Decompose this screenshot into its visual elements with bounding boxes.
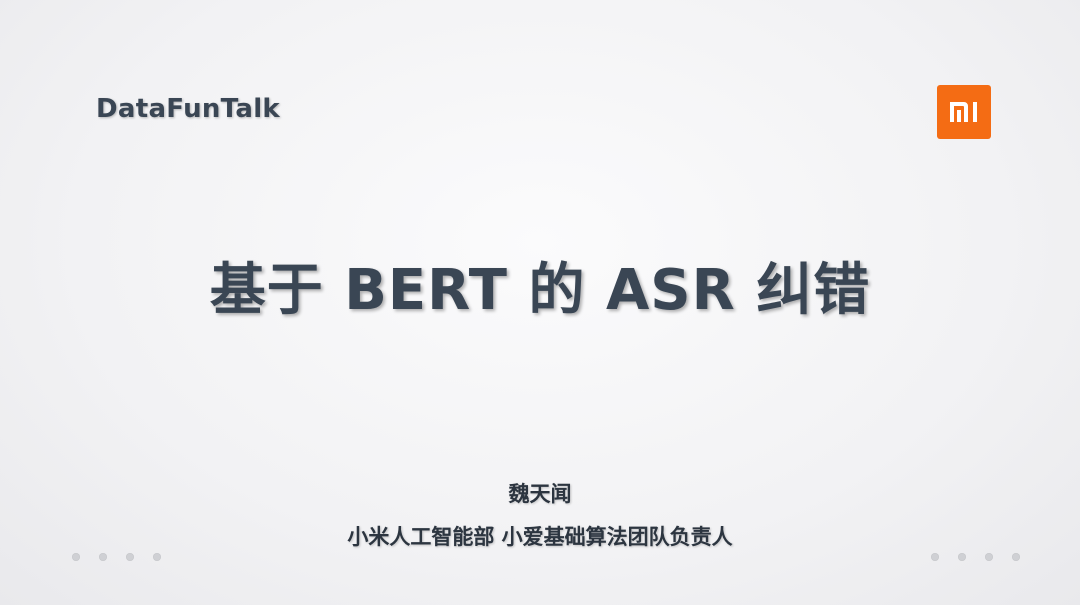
author-affiliation: 小米人工智能部 小爱基础算法团队负责人 [347,525,733,549]
decor-dots-right [931,553,1020,561]
decor-dot [99,553,107,561]
xiaomi-logo-icon [937,85,991,139]
decor-dot [958,553,966,561]
decor-dot [1012,553,1020,561]
slide-title: 基于 BERT 的 ASR 纠错 [209,258,871,323]
mi-logo-icon [937,85,991,139]
decor-dot [126,553,134,561]
decor-dot [72,553,80,561]
decor-dot [153,553,161,561]
decor-dot [931,553,939,561]
decor-dots-left [72,553,161,561]
brand-wordmark: DataFunTalk [96,94,281,124]
decor-dot [985,553,993,561]
author-name: 魏天闻 [508,482,572,506]
